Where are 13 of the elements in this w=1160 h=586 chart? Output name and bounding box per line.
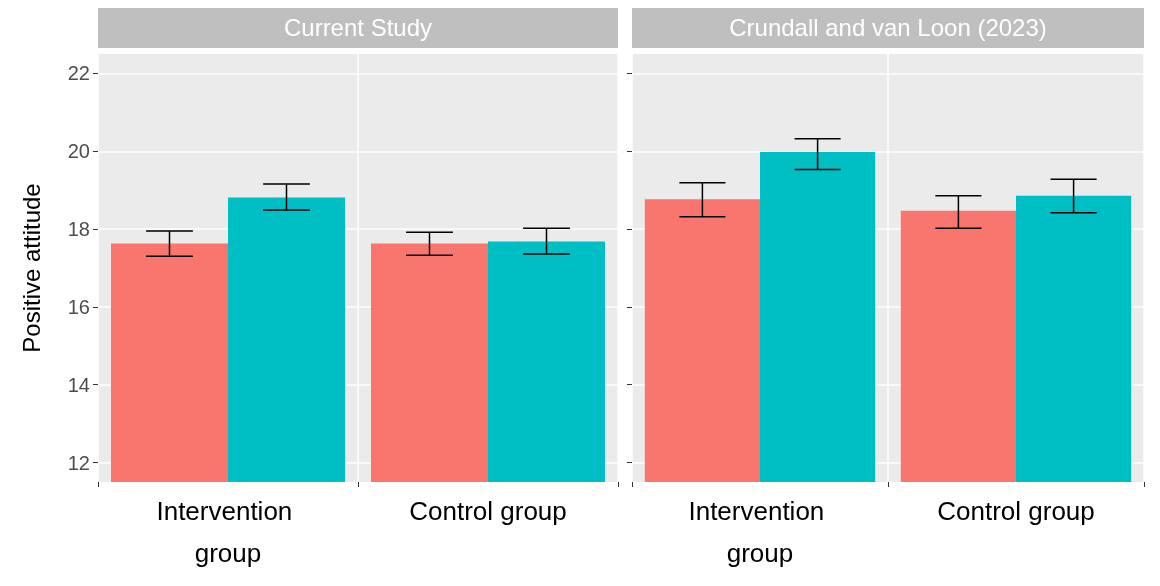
y-tick-label: 12: [67, 451, 90, 474]
y-tick-label: 16: [67, 295, 90, 318]
x-tick-label: Control group: [409, 496, 567, 526]
x-tick-label: Intervention group: [688, 496, 832, 568]
y-tick-label: 18: [67, 218, 90, 241]
x-tick-label: Control group: [937, 496, 1095, 526]
y-tick-label: 14: [67, 373, 90, 396]
y-tick-label: 22: [67, 62, 90, 85]
y-tick-label: 20: [67, 140, 90, 163]
x-tick-label: Intervention group: [156, 496, 300, 568]
y-axis-title: Positive attitude: [17, 183, 45, 353]
chart-title: Current Study: [98, 8, 618, 48]
chart-title: Crundall and van Loon (2023): [632, 8, 1144, 48]
